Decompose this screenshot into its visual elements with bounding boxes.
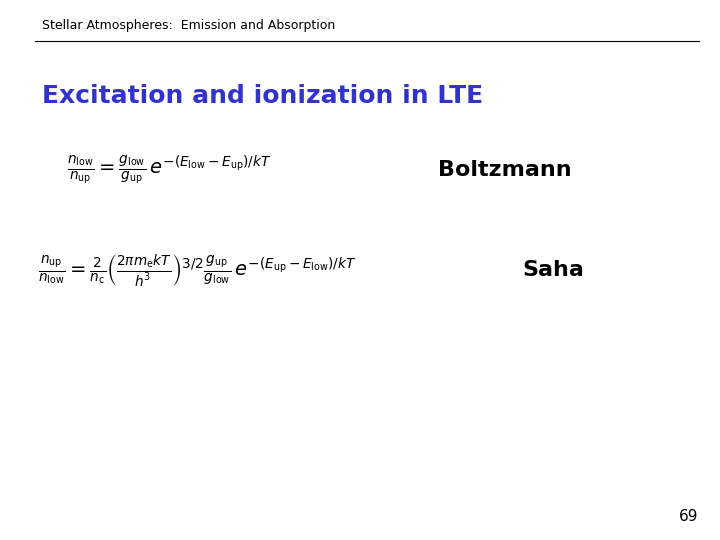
Text: Stellar Atmospheres:  Emission and Absorption: Stellar Atmospheres: Emission and Absorp…: [42, 19, 336, 32]
Text: Excitation and ionization in LTE: Excitation and ionization in LTE: [42, 84, 484, 107]
Text: Boltzmann: Boltzmann: [438, 160, 572, 180]
Text: $\frac{n_{\rm up}}{n_{\rm low}} = \frac{2}{n_{\rm c}} \left( \frac{2\pi m_{\rm e: $\frac{n_{\rm up}}{n_{\rm low}} = \frac{…: [38, 252, 357, 288]
Text: $\frac{n_{\rm low}}{n_{\rm up}} = \frac{g_{\rm low}}{g_{\rm up}}\, e^{-(E_{\rm l: $\frac{n_{\rm low}}{n_{\rm up}} = \frac{…: [67, 153, 272, 187]
Text: 69: 69: [680, 509, 699, 524]
Text: Saha: Saha: [523, 260, 584, 280]
